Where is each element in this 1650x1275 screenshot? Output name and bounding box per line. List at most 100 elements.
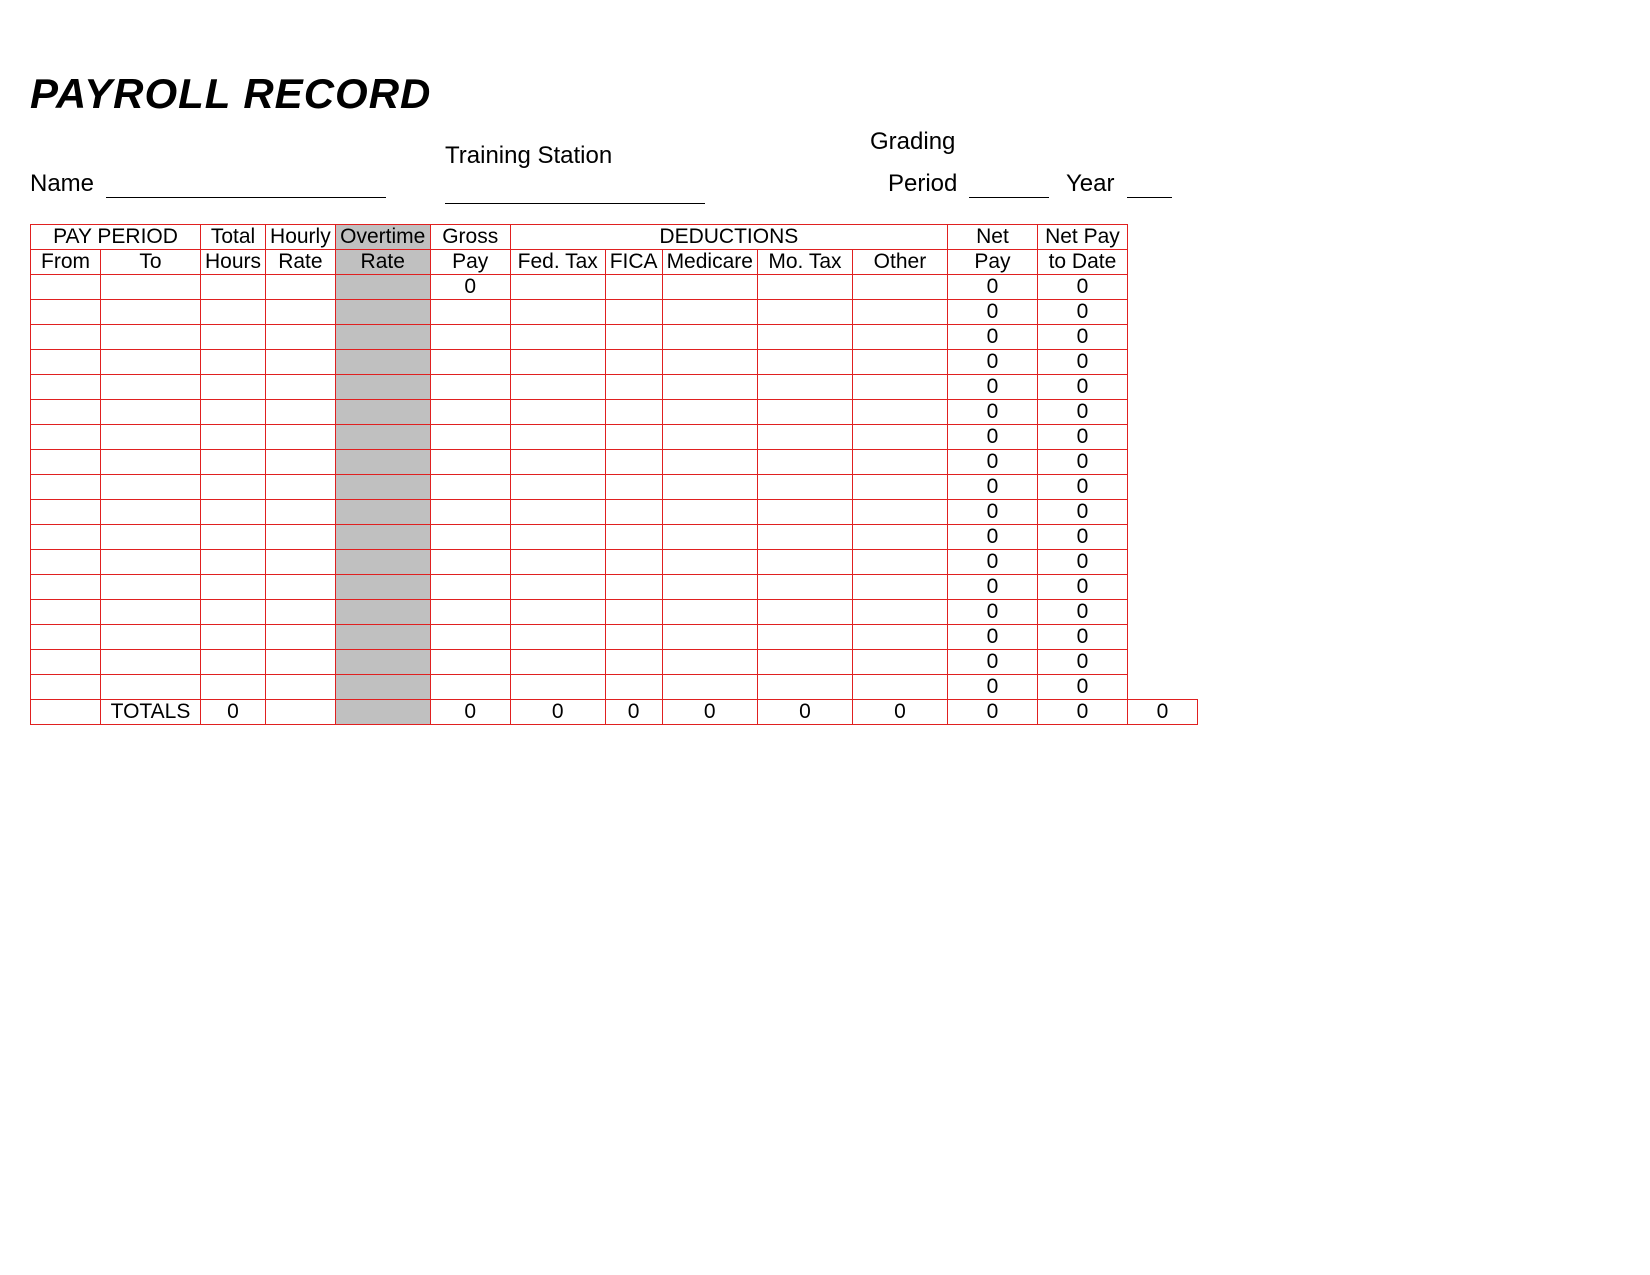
cell-medicare[interactable] xyxy=(662,450,757,475)
cell-medicare[interactable] xyxy=(662,400,757,425)
cell-medicare[interactable] xyxy=(662,300,757,325)
cell-mo_tax[interactable] xyxy=(757,650,852,675)
cell-from[interactable] xyxy=(31,425,101,450)
cell-mo_tax[interactable] xyxy=(757,500,852,525)
cell-total_hours[interactable] xyxy=(201,550,266,575)
cell-mo_tax[interactable] xyxy=(757,275,852,300)
cell-to[interactable] xyxy=(101,325,201,350)
cell-to[interactable] xyxy=(101,575,201,600)
cell-fed_tax[interactable] xyxy=(510,625,605,650)
cell-gross_pay[interactable] xyxy=(430,300,510,325)
cell-mo_tax[interactable] xyxy=(757,675,852,700)
year-field[interactable] xyxy=(1127,174,1172,198)
cell-overtime_rate[interactable] xyxy=(335,500,430,525)
cell-other[interactable] xyxy=(852,575,947,600)
cell-net_pay[interactable]: 0 xyxy=(947,375,1037,400)
cell-from[interactable] xyxy=(31,325,101,350)
cell-fica[interactable] xyxy=(605,350,662,375)
cell-from[interactable] xyxy=(31,675,101,700)
cell-gross_pay[interactable] xyxy=(430,525,510,550)
cell-fica[interactable] xyxy=(605,275,662,300)
cell-net_pay_to_date[interactable]: 0 xyxy=(1037,475,1127,500)
cell-overtime_rate[interactable] xyxy=(335,350,430,375)
cell-other[interactable] xyxy=(852,425,947,450)
cell-overtime_rate[interactable] xyxy=(335,625,430,650)
cell-total_hours[interactable] xyxy=(201,375,266,400)
cell-mo_tax[interactable] xyxy=(757,550,852,575)
cell-gross_pay[interactable] xyxy=(430,425,510,450)
cell-mo_tax[interactable] xyxy=(757,350,852,375)
cell-net_pay_to_date[interactable]: 0 xyxy=(1037,375,1127,400)
cell-fed_tax[interactable] xyxy=(510,475,605,500)
cell-mo_tax[interactable] xyxy=(757,300,852,325)
cell-gross_pay[interactable] xyxy=(430,550,510,575)
cell-medicare[interactable] xyxy=(662,350,757,375)
cell-to[interactable] xyxy=(101,275,201,300)
cell-overtime_rate[interactable] xyxy=(335,475,430,500)
cell-fica[interactable] xyxy=(605,525,662,550)
cell-to[interactable] xyxy=(101,650,201,675)
cell-net_pay[interactable]: 0 xyxy=(947,475,1037,500)
cell-net_pay_to_date[interactable]: 0 xyxy=(1037,350,1127,375)
cell-other[interactable] xyxy=(852,375,947,400)
cell-other[interactable] xyxy=(852,350,947,375)
cell-hourly_rate[interactable] xyxy=(266,600,336,625)
cell-overtime_rate[interactable] xyxy=(335,650,430,675)
cell-medicare[interactable] xyxy=(662,600,757,625)
cell-from[interactable] xyxy=(31,375,101,400)
cell-other[interactable] xyxy=(852,275,947,300)
cell-fica[interactable] xyxy=(605,625,662,650)
cell-hourly_rate[interactable] xyxy=(266,375,336,400)
cell-gross_pay[interactable] xyxy=(430,600,510,625)
cell-other[interactable] xyxy=(852,650,947,675)
cell-net_pay_to_date[interactable]: 0 xyxy=(1037,450,1127,475)
cell-hourly_rate[interactable] xyxy=(266,525,336,550)
cell-from[interactable] xyxy=(31,400,101,425)
cell-fica[interactable] xyxy=(605,475,662,500)
cell-fica[interactable] xyxy=(605,375,662,400)
cell-hourly_rate[interactable] xyxy=(266,675,336,700)
cell-fica[interactable] xyxy=(605,675,662,700)
name-field[interactable] xyxy=(106,174,386,198)
cell-total_hours[interactable] xyxy=(201,325,266,350)
cell-from[interactable] xyxy=(31,275,101,300)
cell-fed_tax[interactable] xyxy=(510,350,605,375)
cell-hourly_rate[interactable] xyxy=(266,500,336,525)
cell-hourly_rate[interactable] xyxy=(266,425,336,450)
cell-net_pay_to_date[interactable]: 0 xyxy=(1037,575,1127,600)
cell-fed_tax[interactable] xyxy=(510,275,605,300)
cell-fed_tax[interactable] xyxy=(510,375,605,400)
cell-from[interactable] xyxy=(31,450,101,475)
cell-from[interactable] xyxy=(31,525,101,550)
cell-other[interactable] xyxy=(852,675,947,700)
cell-other[interactable] xyxy=(852,325,947,350)
cell-to[interactable] xyxy=(101,350,201,375)
cell-to[interactable] xyxy=(101,375,201,400)
cell-net_pay[interactable]: 0 xyxy=(947,550,1037,575)
cell-total_hours[interactable] xyxy=(201,450,266,475)
cell-net_pay_to_date[interactable]: 0 xyxy=(1037,400,1127,425)
cell-net_pay[interactable]: 0 xyxy=(947,400,1037,425)
cell-from[interactable] xyxy=(31,300,101,325)
cell-fica[interactable] xyxy=(605,325,662,350)
cell-fed_tax[interactable] xyxy=(510,675,605,700)
cell-gross_pay[interactable] xyxy=(430,650,510,675)
cell-net_pay[interactable]: 0 xyxy=(947,325,1037,350)
cell-fed_tax[interactable] xyxy=(510,500,605,525)
cell-medicare[interactable] xyxy=(662,650,757,675)
cell-net_pay[interactable]: 0 xyxy=(947,575,1037,600)
cell-overtime_rate[interactable] xyxy=(335,525,430,550)
cell-fed_tax[interactable] xyxy=(510,550,605,575)
cell-total_hours[interactable] xyxy=(201,500,266,525)
cell-hourly_rate[interactable] xyxy=(266,550,336,575)
cell-gross_pay[interactable] xyxy=(430,475,510,500)
cell-net_pay[interactable]: 0 xyxy=(947,425,1037,450)
period-field[interactable] xyxy=(969,174,1049,198)
cell-to[interactable] xyxy=(101,625,201,650)
cell-fed_tax[interactable] xyxy=(510,300,605,325)
cell-medicare[interactable] xyxy=(662,375,757,400)
cell-net_pay[interactable]: 0 xyxy=(947,350,1037,375)
cell-fica[interactable] xyxy=(605,425,662,450)
cell-hourly_rate[interactable] xyxy=(266,275,336,300)
cell-other[interactable] xyxy=(852,300,947,325)
